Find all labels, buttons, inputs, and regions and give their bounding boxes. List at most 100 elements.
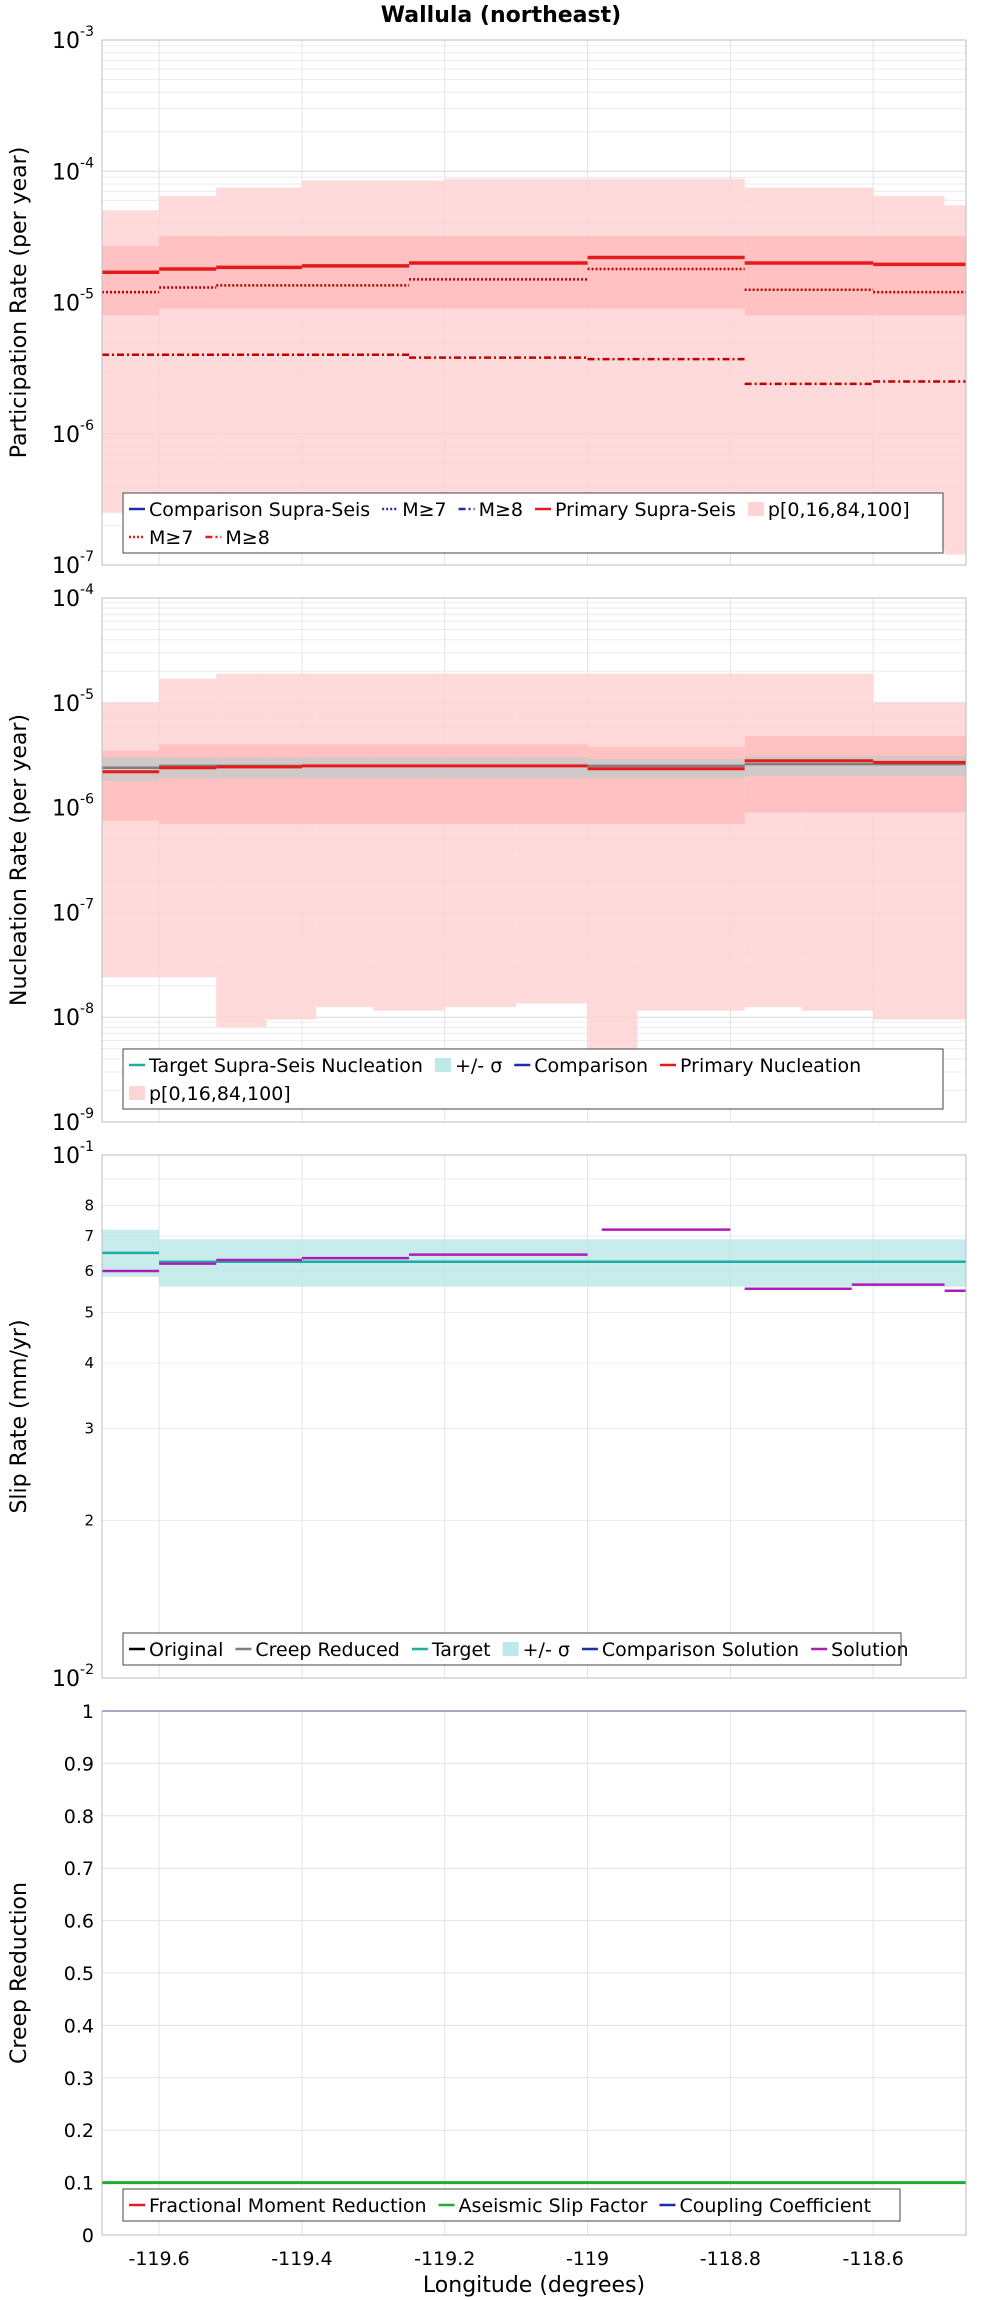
legend-label: Comparison Solution: [602, 1639, 799, 1661]
legend-box: [122, 492, 944, 554]
y-tick-label: 10-4: [52, 582, 94, 612]
band-segment: [801, 673, 874, 1011]
legend-label: p[0,16,84,100]: [768, 499, 910, 521]
legend: Fractional Moment Reduction Aseismic Slip…: [122, 2188, 901, 2222]
y-tick-label: 0.6: [64, 1911, 94, 1933]
y-tick-label: 4: [84, 1354, 94, 1372]
y-tick-label: 10-9: [52, 1106, 94, 1136]
y-tick-label: 10-6: [52, 792, 94, 822]
legend-label: Target Supra-Seis Nucleation: [148, 1055, 423, 1077]
y-tick-label: 0.1: [64, 2173, 94, 2195]
legend-label: M≥7: [149, 527, 193, 549]
y-tick-label: 10-8: [52, 1001, 94, 1031]
plot-frame: [101, 1710, 967, 2236]
y-tick-label: 2: [84, 1512, 94, 1530]
legend-box: [122, 1048, 944, 1110]
x-tick-label: -119.4: [271, 2248, 332, 2270]
band-segment: [744, 236, 966, 316]
band-segment: [266, 673, 317, 1020]
y-ticks: 10-7 10-6 10-5 10-4 10-3: [52, 24, 94, 579]
y-tick-label: 10-4: [52, 155, 94, 185]
band-segment: [444, 673, 517, 1008]
y-tick-label: 10-3: [52, 24, 94, 54]
legend-swatch: [502, 1642, 519, 1656]
x-tick-label: -118.8: [700, 2248, 761, 2270]
y-tick-label: 0.8: [64, 1806, 94, 1828]
y-ticks: 0 0.1 0.2 0.3 0.4 0.5 0.6 0.7 0.8 0.9 1: [64, 1701, 94, 2247]
legend-label: M≥8: [225, 527, 269, 549]
y-tick-label: 10-2: [52, 1662, 94, 1692]
band-segment: [301, 180, 445, 503]
plot-frame: [101, 597, 967, 1123]
band-segment: [587, 746, 745, 824]
y-tick-label: 5: [84, 1303, 94, 1321]
grid: [102, 1155, 966, 1679]
legend-label: p[0,16,84,100]: [149, 1083, 291, 1105]
y-tick-label: 0.2: [64, 2120, 94, 2142]
band-segment: [587, 673, 638, 1054]
legend-label: M≥7: [402, 499, 446, 521]
panel-3: 10-2 2 3 4 5 6 7 8 10-1 Slip Rate (mm/yr) Original…: [7, 1139, 967, 1692]
band-segment: [216, 187, 302, 503]
y-tick-label: 8: [84, 1197, 94, 1215]
plot-frame: [101, 1154, 967, 1679]
legend-label: Aseismic Slip Factor: [459, 2195, 648, 2217]
band-segment: [102, 757, 160, 781]
x-axis-label: Longitude (degrees): [423, 2273, 645, 2298]
legend-swatch: [129, 1086, 145, 1100]
y-tick-label: 10-6: [52, 418, 94, 448]
y-tick-label: 0.5: [64, 1963, 94, 1985]
y-tick-label: 6: [84, 1262, 94, 1280]
y-axis-label: Participation Rate (per year): [7, 147, 32, 459]
band-segment: [516, 673, 588, 1004]
y-axis-label: Creep Reduction: [7, 1882, 32, 2064]
series: [102, 255, 966, 386]
y-tick-label: 0.4: [64, 2015, 94, 2037]
x-tick-label: -119: [566, 2248, 609, 2270]
y-tick-label: 0.7: [64, 1858, 94, 1880]
y-tick-label: 0.3: [64, 2068, 94, 2090]
y-axis-label: Nucleation Rate (per year): [7, 714, 32, 1006]
band-segment: [102, 702, 160, 978]
legend: Comparison Supra-Seis M≥7 M≥8 Primary Supra…: [122, 492, 944, 554]
legend-label: Primary Supra-Seis: [555, 499, 736, 521]
legend-box: [122, 2188, 901, 2222]
band-segment: [587, 178, 745, 526]
band-segment: [159, 678, 217, 978]
chart-title: Wallula (northeast): [381, 3, 621, 28]
series: [102, 1228, 966, 1293]
y-tick-label: 0.9: [64, 1753, 94, 1775]
y-tick-label: 10-1: [52, 1139, 94, 1169]
legend-label: Comparison: [534, 1055, 648, 1077]
x-tick-label: -119.6: [128, 2248, 189, 2270]
legend-swatch: [747, 502, 764, 516]
panel-1: 10-7 10-6 10-5 10-4 10-3 Participation Rate (…: [7, 24, 967, 579]
band-segment: [159, 236, 745, 309]
band-segment: [316, 673, 374, 1008]
band-segment: [637, 673, 745, 1011]
y-axis-label: Slip Rate (mm/yr): [7, 1319, 32, 1513]
legend-box: [122, 1632, 902, 1666]
y-tick-label: 7: [84, 1227, 94, 1245]
legend: Original Creep Reduced Target +/- σ Comparis…: [122, 1632, 909, 1666]
band-segment: [216, 673, 267, 1028]
band-segment: [744, 673, 802, 1008]
grid: [102, 1710, 966, 2236]
legend-label: Target: [431, 1639, 491, 1661]
y-ticks: 10-9 10-8 10-7 10-6 10-5 10-4: [52, 582, 94, 1136]
panel-2: 10-9 10-8 10-7 10-6 10-5 10-4 Nucleation Rate …: [7, 582, 967, 1136]
y-tick-label: 10-7: [52, 896, 94, 926]
band-segment: [744, 756, 966, 777]
band-segment: [102, 245, 160, 316]
x-tick-label: -119.2: [414, 2248, 475, 2270]
legend-label: Comparison Supra-Seis: [149, 499, 370, 521]
bands: [102, 1229, 966, 1287]
series: [102, 759, 966, 774]
bands: [102, 178, 966, 555]
legend-swatch: [434, 1058, 451, 1072]
bands: [102, 673, 966, 1054]
legend-label: +/- σ: [455, 1055, 502, 1077]
legend-label: Original: [149, 1639, 223, 1661]
legend-label: Creep Reduced: [255, 1639, 399, 1661]
